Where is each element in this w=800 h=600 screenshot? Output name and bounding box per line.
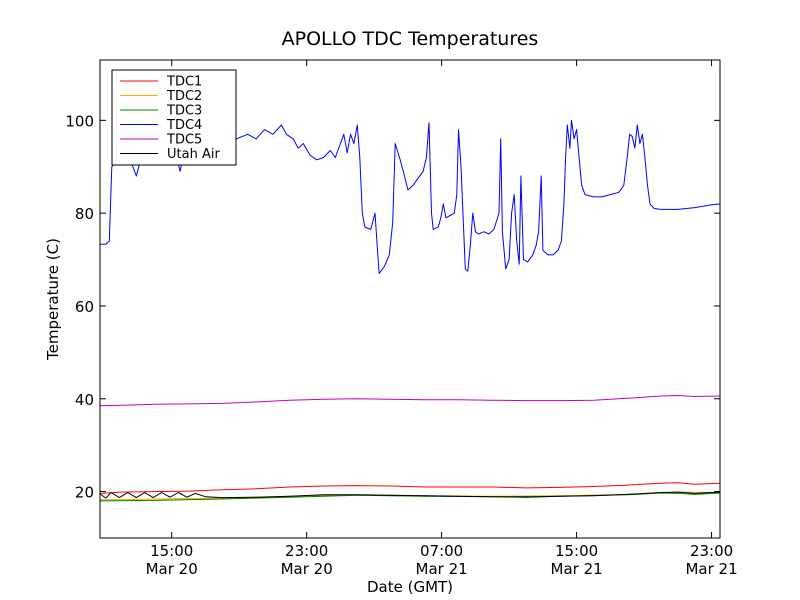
x-axis-label: Date (GMT) xyxy=(367,578,453,596)
legend-label: TDC4 xyxy=(166,118,202,133)
x-tick-label-date: Mar 21 xyxy=(551,560,603,578)
x-tick-label-date: Mar 21 xyxy=(416,560,468,578)
series-line-utah-air xyxy=(100,491,720,499)
legend-label: TDC2 xyxy=(166,89,202,104)
chart-title: APOLLO TDC Temperatures xyxy=(282,28,539,50)
series-layer xyxy=(100,119,720,502)
x-tick-label-date: Mar 21 xyxy=(685,560,737,578)
x-tick-label-time: 15:00 xyxy=(150,542,193,560)
x-tick-label-date: Mar 20 xyxy=(281,560,333,578)
legend-box xyxy=(111,69,237,166)
series-line-tdc1 xyxy=(100,482,720,494)
series-line-tdc4 xyxy=(100,119,720,274)
legend-label: TDC1 xyxy=(166,75,202,90)
y-tick-label: 20 xyxy=(75,484,94,502)
y-tick-label: 40 xyxy=(75,391,94,409)
plot-frame xyxy=(99,59,721,539)
y-tick-label: 80 xyxy=(75,205,94,223)
series-line-tdc5 xyxy=(100,395,720,407)
legend-label: TDC3 xyxy=(166,104,202,119)
legend-label: TDC5 xyxy=(166,133,202,148)
y-tick-label: 60 xyxy=(75,298,94,316)
y-axis: 20 40 60 80 100 xyxy=(65,112,720,502)
x-tick-label-time: 23:00 xyxy=(285,542,328,560)
y-axis-label: Temperature (C) xyxy=(44,238,62,361)
x-tick-label-time: 15:00 xyxy=(555,542,598,560)
x-tick-label-time: 07:00 xyxy=(420,542,463,560)
x-tick-label-date: Mar 20 xyxy=(146,560,198,578)
y-tick-label: 100 xyxy=(65,112,94,130)
legend-label: Utah Air xyxy=(167,147,220,162)
x-tick-label-time: 23:00 xyxy=(690,542,733,560)
